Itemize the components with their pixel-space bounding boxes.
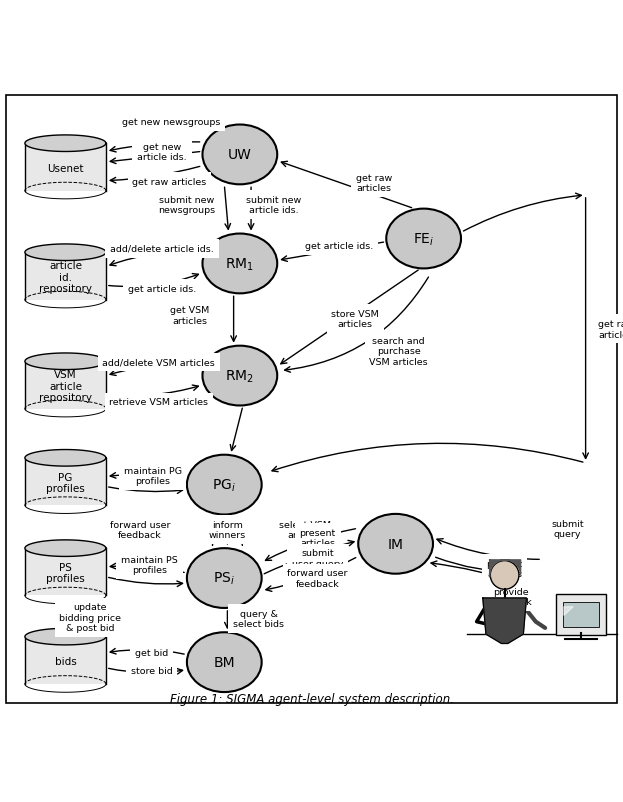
Polygon shape xyxy=(25,253,106,300)
Ellipse shape xyxy=(187,549,262,608)
Polygon shape xyxy=(25,354,106,370)
Text: PG
profiles: PG profiles xyxy=(46,472,85,493)
Text: get raw
articles: get raw articles xyxy=(598,320,623,339)
Text: retrieve VSM articles: retrieve VSM articles xyxy=(110,398,208,407)
Text: forward user
feedback: forward user feedback xyxy=(110,520,171,540)
Ellipse shape xyxy=(202,346,277,406)
Text: forward user
feedback: forward user feedback xyxy=(287,569,348,588)
Ellipse shape xyxy=(187,455,262,515)
Text: get new newsgroups: get new newsgroups xyxy=(122,118,221,127)
Text: PS$_i$: PS$_i$ xyxy=(213,570,235,586)
Polygon shape xyxy=(564,607,573,616)
Text: select VSM
articles: select VSM articles xyxy=(279,520,331,540)
Polygon shape xyxy=(25,458,106,505)
Text: submit new
newsgroups: submit new newsgroups xyxy=(158,196,216,215)
Text: submit
user query: submit user query xyxy=(292,549,343,568)
Polygon shape xyxy=(25,136,106,152)
Polygon shape xyxy=(25,450,106,467)
Text: present
articles: present articles xyxy=(300,529,336,548)
Text: RM$_1$: RM$_1$ xyxy=(226,256,254,273)
Text: get raw articles: get raw articles xyxy=(132,177,207,187)
Text: VSM
article
repository: VSM article repository xyxy=(39,370,92,403)
Text: inform
winners: inform winners xyxy=(209,520,246,540)
Text: BM: BM xyxy=(214,655,235,670)
Text: search and
purchase
VSM articles: search and purchase VSM articles xyxy=(369,336,428,366)
Ellipse shape xyxy=(358,514,433,574)
Polygon shape xyxy=(25,144,106,192)
Polygon shape xyxy=(25,362,106,409)
Circle shape xyxy=(490,561,519,589)
Text: UW: UW xyxy=(228,148,252,162)
FancyBboxPatch shape xyxy=(6,96,617,703)
Text: maintain PG
profiles: maintain PG profiles xyxy=(123,466,182,485)
Text: get VSM
articles: get VSM articles xyxy=(170,306,210,326)
Text: get raw
articles: get raw articles xyxy=(356,173,392,193)
Text: query &
select bids: query & select bids xyxy=(233,609,284,629)
Ellipse shape xyxy=(187,633,262,692)
Text: submit new
article ids.: submit new article ids. xyxy=(247,196,302,215)
Ellipse shape xyxy=(202,125,277,185)
Polygon shape xyxy=(25,245,106,261)
Ellipse shape xyxy=(386,209,461,269)
Text: article
id.
repository: article id. repository xyxy=(39,261,92,294)
Text: submit
query: submit query xyxy=(551,519,584,538)
Text: get article ids.: get article ids. xyxy=(128,285,196,294)
Text: provide
feedback: provide feedback xyxy=(489,587,533,606)
Text: PS
profiles: PS profiles xyxy=(46,562,85,584)
Polygon shape xyxy=(25,541,106,557)
Polygon shape xyxy=(25,637,106,684)
FancyBboxPatch shape xyxy=(556,594,606,635)
Polygon shape xyxy=(483,598,526,644)
Text: add/delete article ids.: add/delete article ids. xyxy=(110,245,214,253)
Text: bids: bids xyxy=(55,656,76,666)
Text: present
articles: present articles xyxy=(487,559,523,579)
FancyBboxPatch shape xyxy=(563,602,599,627)
Text: Usenet: Usenet xyxy=(47,164,83,173)
Text: RM$_2$: RM$_2$ xyxy=(226,368,254,384)
Text: add/delete VSM articles: add/delete VSM articles xyxy=(103,358,215,367)
Polygon shape xyxy=(25,549,106,596)
Text: update
bidding price
& post bid: update bidding price & post bid xyxy=(59,602,121,633)
Text: get new
article ids.: get new article ids. xyxy=(137,143,187,162)
Text: get article ids.: get article ids. xyxy=(305,242,374,251)
Polygon shape xyxy=(25,629,106,645)
Text: store VSM
articles: store VSM articles xyxy=(331,310,379,329)
Text: IM: IM xyxy=(388,537,404,551)
Text: get bid: get bid xyxy=(135,648,168,657)
Text: Figure 1: SIGMA agent-level system description.: Figure 1: SIGMA agent-level system descr… xyxy=(169,692,454,705)
Text: FE$_i$: FE$_i$ xyxy=(413,231,434,247)
Ellipse shape xyxy=(202,234,277,294)
Text: maintain PS
profiles: maintain PS profiles xyxy=(121,555,178,574)
Text: PG$_i$: PG$_i$ xyxy=(212,477,236,493)
Text: store bid: store bid xyxy=(130,666,173,675)
